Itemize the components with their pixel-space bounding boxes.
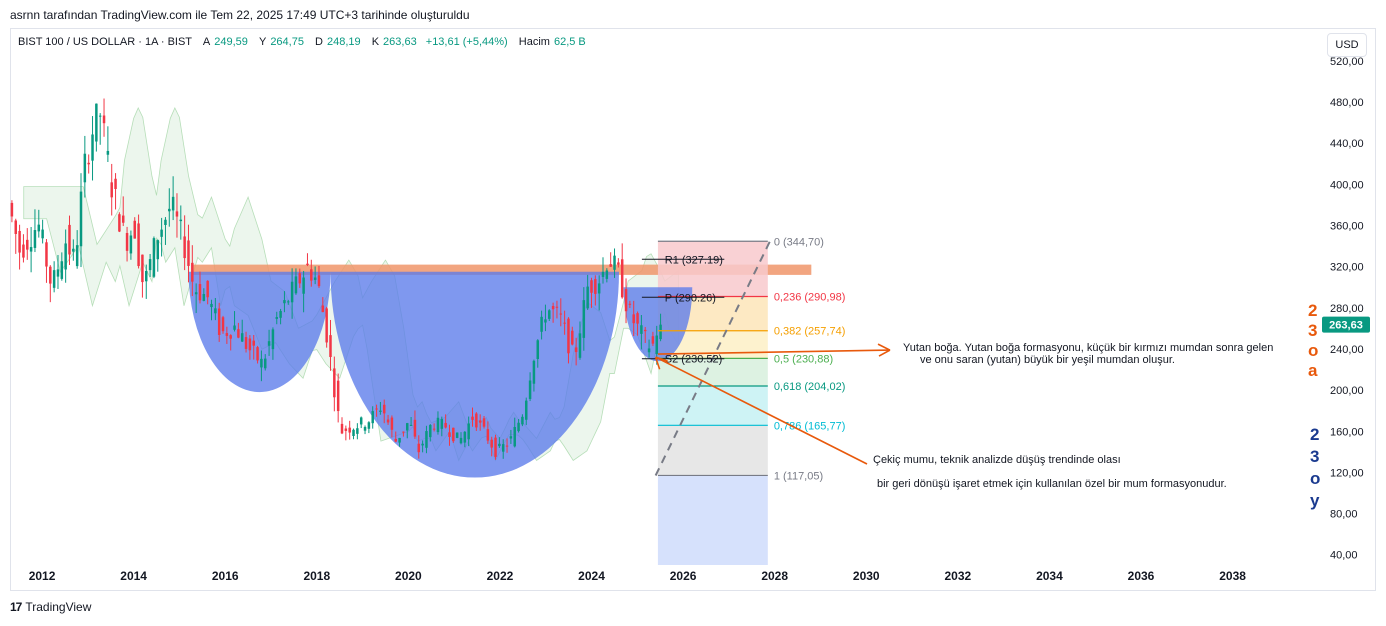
currency-button[interactable]: USD: [1327, 33, 1367, 57]
high-value: 264,75: [270, 36, 304, 48]
open-label: A: [202, 36, 211, 48]
symbol-name[interactable]: BIST 100 / US DOLLAR · 1A · BIST: [18, 36, 192, 48]
high-label: Y: [258, 36, 267, 48]
chart-frame: [10, 28, 1376, 591]
brand-name: TradingView: [25, 600, 92, 614]
tradingview-logo-icon: 17: [10, 600, 22, 614]
volume-label: Hacim: [518, 36, 550, 48]
tradingview-brand[interactable]: 17 TradingView: [10, 600, 91, 614]
low-label: D: [315, 36, 323, 48]
change-value: +13,61 (+5,44%): [425, 36, 508, 48]
open-value: 249,59: [214, 36, 248, 48]
chart-caption: asrnn tarafından TradingView.com ile Tem…: [10, 8, 470, 22]
volume-value: 62,5 B: [553, 36, 586, 48]
symbol-legend: BIST 100 / US DOLLAR · 1A · BIST A 249,59…: [18, 36, 586, 48]
low-value: 248,19: [326, 36, 361, 48]
close-value: 263,63: [383, 36, 417, 48]
close-label: K: [371, 36, 380, 48]
